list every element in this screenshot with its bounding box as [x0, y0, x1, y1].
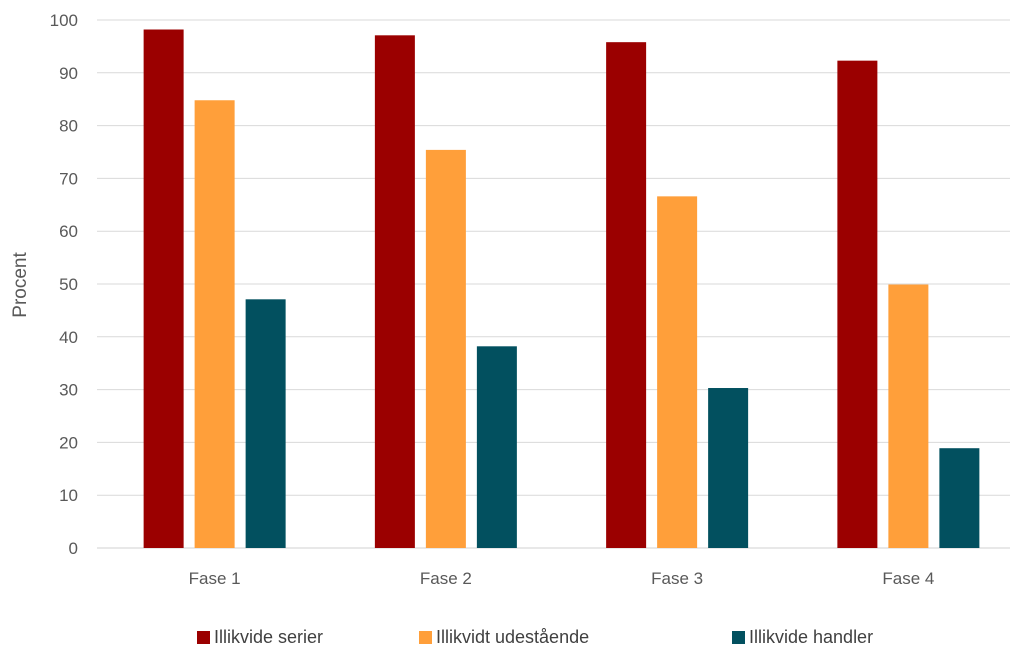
- x-tick-label: Fase 1: [189, 569, 241, 588]
- bar-illikvide-serier-fase-1: [143, 29, 184, 548]
- y-tick-label: 70: [59, 169, 78, 188]
- y-tick-label: 10: [59, 486, 78, 505]
- y-tick-label: 20: [59, 433, 78, 452]
- bar-illikvide-serier-fase-4: [837, 60, 878, 548]
- y-tick-label: 30: [59, 381, 78, 400]
- legend-label: Illikvidt udestående: [436, 627, 589, 647]
- x-tick-label: Fase 2: [420, 569, 472, 588]
- y-tick-label: 0: [69, 539, 78, 558]
- bars: [143, 29, 980, 549]
- x-axis-ticks: Fase 1 Fase 2 Fase 3 Fase 4: [189, 569, 935, 588]
- bar-illikvide-serier-fase-2: [374, 35, 415, 548]
- bar-illikvidt-udest-ende-fase-4: [888, 284, 929, 548]
- x-tick-label: Fase 4: [882, 569, 934, 588]
- legend-swatch: [197, 631, 210, 644]
- bar-illikvide-handler-fase-3: [708, 388, 749, 548]
- bar-illikvidt-udest-ende-fase-1: [194, 100, 235, 549]
- x-tick-label: Fase 3: [651, 569, 703, 588]
- bar-illikvidt-udest-ende-fase-2: [425, 149, 466, 548]
- legend-swatch: [732, 631, 745, 644]
- legend-label: Illikvide serier: [214, 627, 323, 647]
- y-tick-label: 100: [50, 11, 78, 30]
- bar-illikvide-handler-fase-2: [476, 346, 517, 548]
- y-tick-label: 60: [59, 222, 78, 241]
- y-tick-label: 40: [59, 328, 78, 347]
- y-tick-label: 80: [59, 117, 78, 136]
- legend-swatch: [419, 631, 432, 644]
- y-axis-ticks: 0 10 20 30 40 50 60 70 80 90 100: [50, 11, 78, 558]
- bar-illikvidt-udest-ende-fase-3: [657, 196, 698, 549]
- y-tick-label: 90: [59, 64, 78, 83]
- y-tick-label: 50: [59, 275, 78, 294]
- bar-illikvide-serier-fase-3: [606, 42, 647, 549]
- y-axis-title: Procent: [10, 252, 31, 318]
- legend-label: Illikvide handler: [749, 627, 873, 647]
- bar-illikvide-handler-fase-1: [245, 299, 286, 548]
- bar-illikvide-handler-fase-4: [939, 448, 980, 548]
- legend: Illikvide serier Illikvidt udestående Illi…: [197, 627, 873, 647]
